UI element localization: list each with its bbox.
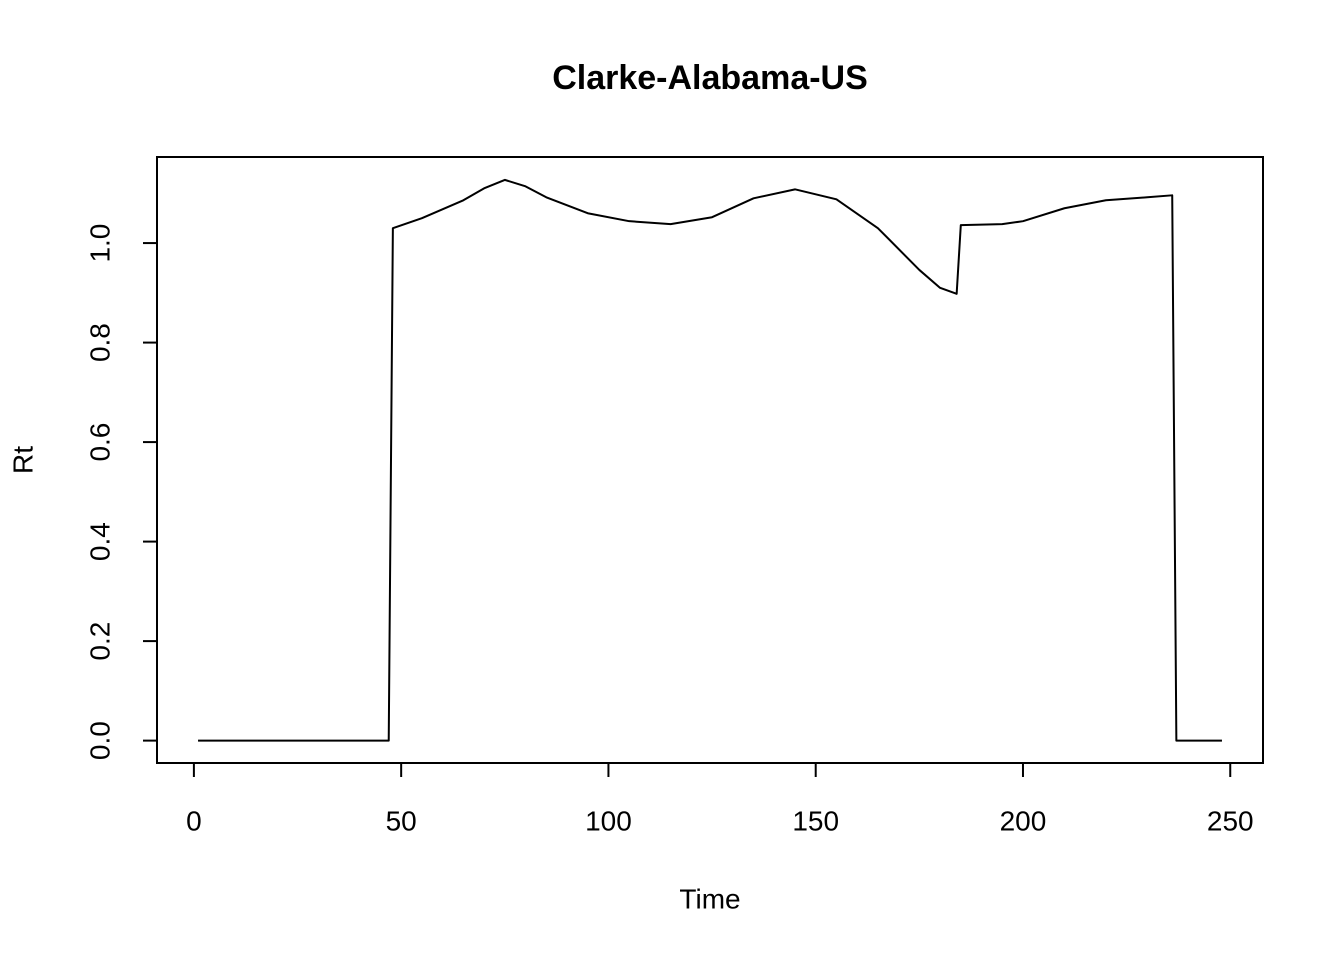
plot-frame bbox=[156, 156, 1264, 764]
x-axis-label: Time bbox=[679, 883, 740, 914]
y-tick-label: 0.2 bbox=[84, 622, 115, 661]
x-tick-label: 50 bbox=[386, 805, 417, 836]
x-tick-label: 150 bbox=[792, 805, 839, 836]
y-tick-label: 0.6 bbox=[84, 423, 115, 462]
data-line bbox=[198, 178, 1222, 742]
y-tick-label: 0.4 bbox=[84, 522, 115, 561]
x-tick-label: 200 bbox=[1000, 805, 1047, 836]
chart-title: Clarke-Alabama-US bbox=[552, 59, 868, 97]
y-tick-label: 0.8 bbox=[84, 323, 115, 362]
x-tick-label: 100 bbox=[585, 805, 632, 836]
y-tick-label: 0.0 bbox=[84, 721, 115, 760]
x-tick-label: 250 bbox=[1207, 805, 1254, 836]
x-tick-label: 0 bbox=[186, 805, 202, 836]
y-axis-label: Rt bbox=[7, 446, 38, 474]
y-tick-label: 1.0 bbox=[84, 224, 115, 263]
